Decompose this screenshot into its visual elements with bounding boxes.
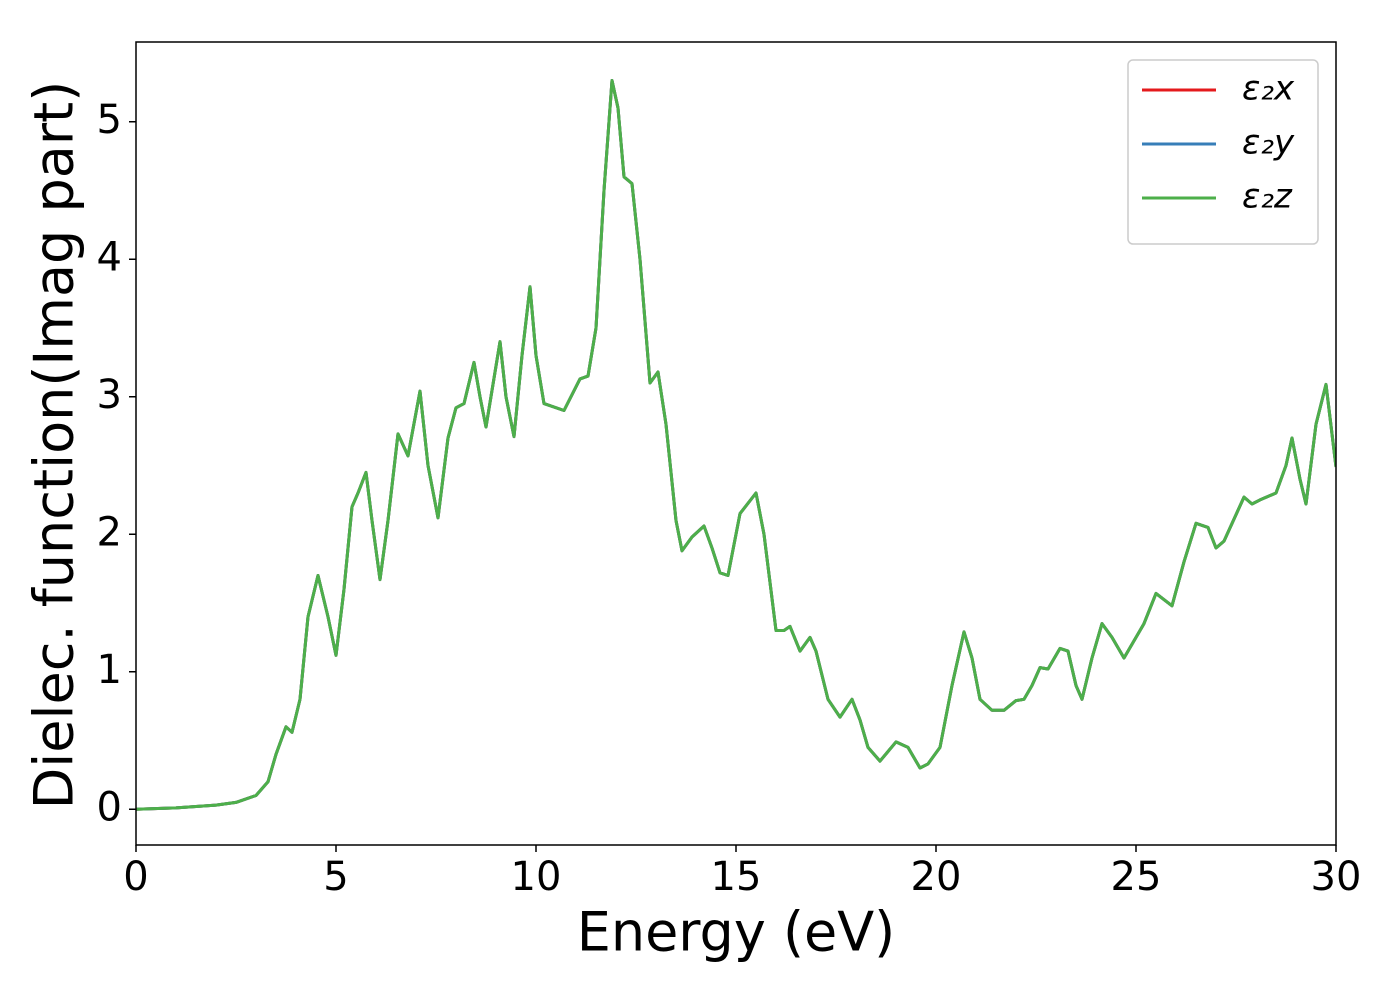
x-tick-label: 30 xyxy=(1311,854,1362,900)
y-tick-label: 1 xyxy=(97,647,122,693)
y-tick-label: 4 xyxy=(97,234,122,280)
x-tick-label: 15 xyxy=(711,854,762,900)
y-tick-label: 5 xyxy=(97,97,122,143)
y-tick-label: 3 xyxy=(97,372,122,418)
x-tick-label: 0 xyxy=(123,854,148,900)
data-line xyxy=(136,79,1336,811)
x-tick-label: 10 xyxy=(511,854,562,900)
legend-label: ε₂x xyxy=(1242,69,1295,109)
y-tick-label: 2 xyxy=(97,509,122,555)
x-axis-label: Energy (eV) xyxy=(577,901,896,964)
legend-label: ε₂y xyxy=(1242,123,1295,163)
plot-frame xyxy=(135,41,1337,846)
x-tick-label: 25 xyxy=(1111,854,1162,900)
y-axis-label: Dielec. function(Imag part) xyxy=(23,81,86,810)
x-tick-label: 5 xyxy=(323,854,348,900)
x-tick-label: 20 xyxy=(911,854,962,900)
legend-label: ε₂z xyxy=(1242,177,1293,217)
y-tick-label: 0 xyxy=(97,784,122,830)
